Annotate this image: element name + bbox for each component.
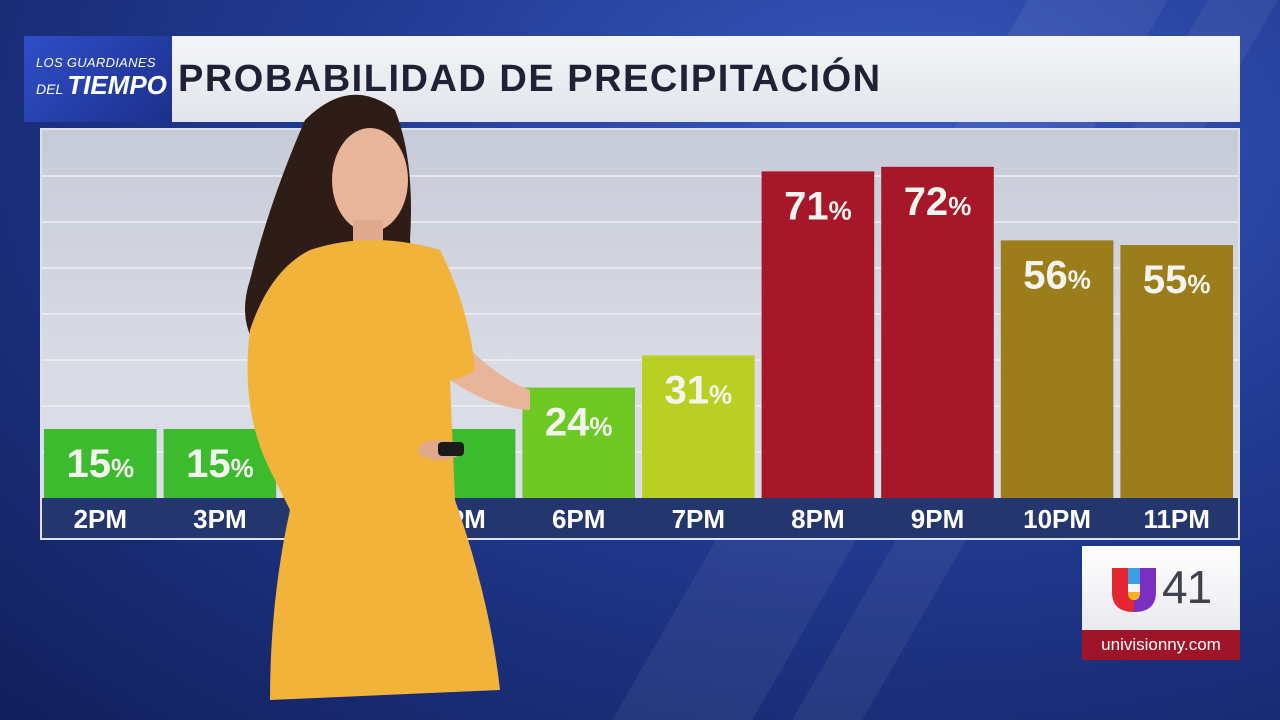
x-tick-label: 3PM bbox=[193, 504, 246, 534]
x-tick-label: 7PM bbox=[672, 504, 725, 534]
bar-value-label: 71% bbox=[784, 184, 852, 228]
bar-value-label: 15% bbox=[186, 442, 254, 486]
bar-value-label: 24% bbox=[545, 401, 613, 445]
bar-6pm bbox=[522, 387, 635, 498]
station-url: univisionny.com bbox=[1082, 630, 1240, 660]
bar-value-label: 72% bbox=[904, 180, 972, 224]
bar-10pm bbox=[1000, 240, 1114, 498]
x-tick-label: 6PM bbox=[552, 504, 605, 534]
univision-icon bbox=[1112, 568, 1156, 612]
station-logo: 41 bbox=[1082, 546, 1240, 630]
channel-number: 41 bbox=[1162, 561, 1212, 613]
x-tick-label: 11PM bbox=[1143, 504, 1210, 534]
bar-value-label: 31% bbox=[664, 368, 732, 412]
bar-11pm bbox=[1120, 245, 1233, 498]
brand-logo: LOS GUARDIANES DEL TIEMPO bbox=[24, 36, 172, 122]
x-axis-band bbox=[42, 498, 1238, 538]
bar-value-label: 56% bbox=[1023, 253, 1091, 297]
presenter-figure bbox=[245, 94, 530, 700]
bar-7pm bbox=[642, 355, 755, 498]
bar-9pm bbox=[881, 166, 994, 499]
bar-3pm bbox=[163, 429, 277, 498]
x-tick-label: 9PM bbox=[911, 504, 964, 534]
x-tick-label: 2PM bbox=[74, 504, 127, 534]
brand-line-1: LOS GUARDIANES bbox=[36, 55, 156, 70]
bar-8pm bbox=[761, 171, 875, 498]
bar-2pm bbox=[44, 429, 157, 498]
x-tick-label: 10PM bbox=[1023, 504, 1091, 534]
brand-line-2a: DEL bbox=[36, 81, 64, 97]
x-tick-label: 8PM bbox=[791, 504, 844, 534]
bar-value-label: 55% bbox=[1143, 258, 1211, 302]
chart-panel: 15%2PM15%3PM4PM5PM24%6PM31%7PM71%8PM72%9… bbox=[40, 128, 1240, 540]
precipitation-chart: 15%2PM15%3PM4PM5PM24%6PM31%7PM71%8PM72%9… bbox=[42, 166, 1238, 538]
chart-title: PROBABILIDAD DE PRECIPITACIÓN bbox=[178, 58, 882, 100]
brand-line-2b: TIEMPO bbox=[67, 70, 167, 100]
bar-value-label: 15% bbox=[66, 442, 134, 486]
